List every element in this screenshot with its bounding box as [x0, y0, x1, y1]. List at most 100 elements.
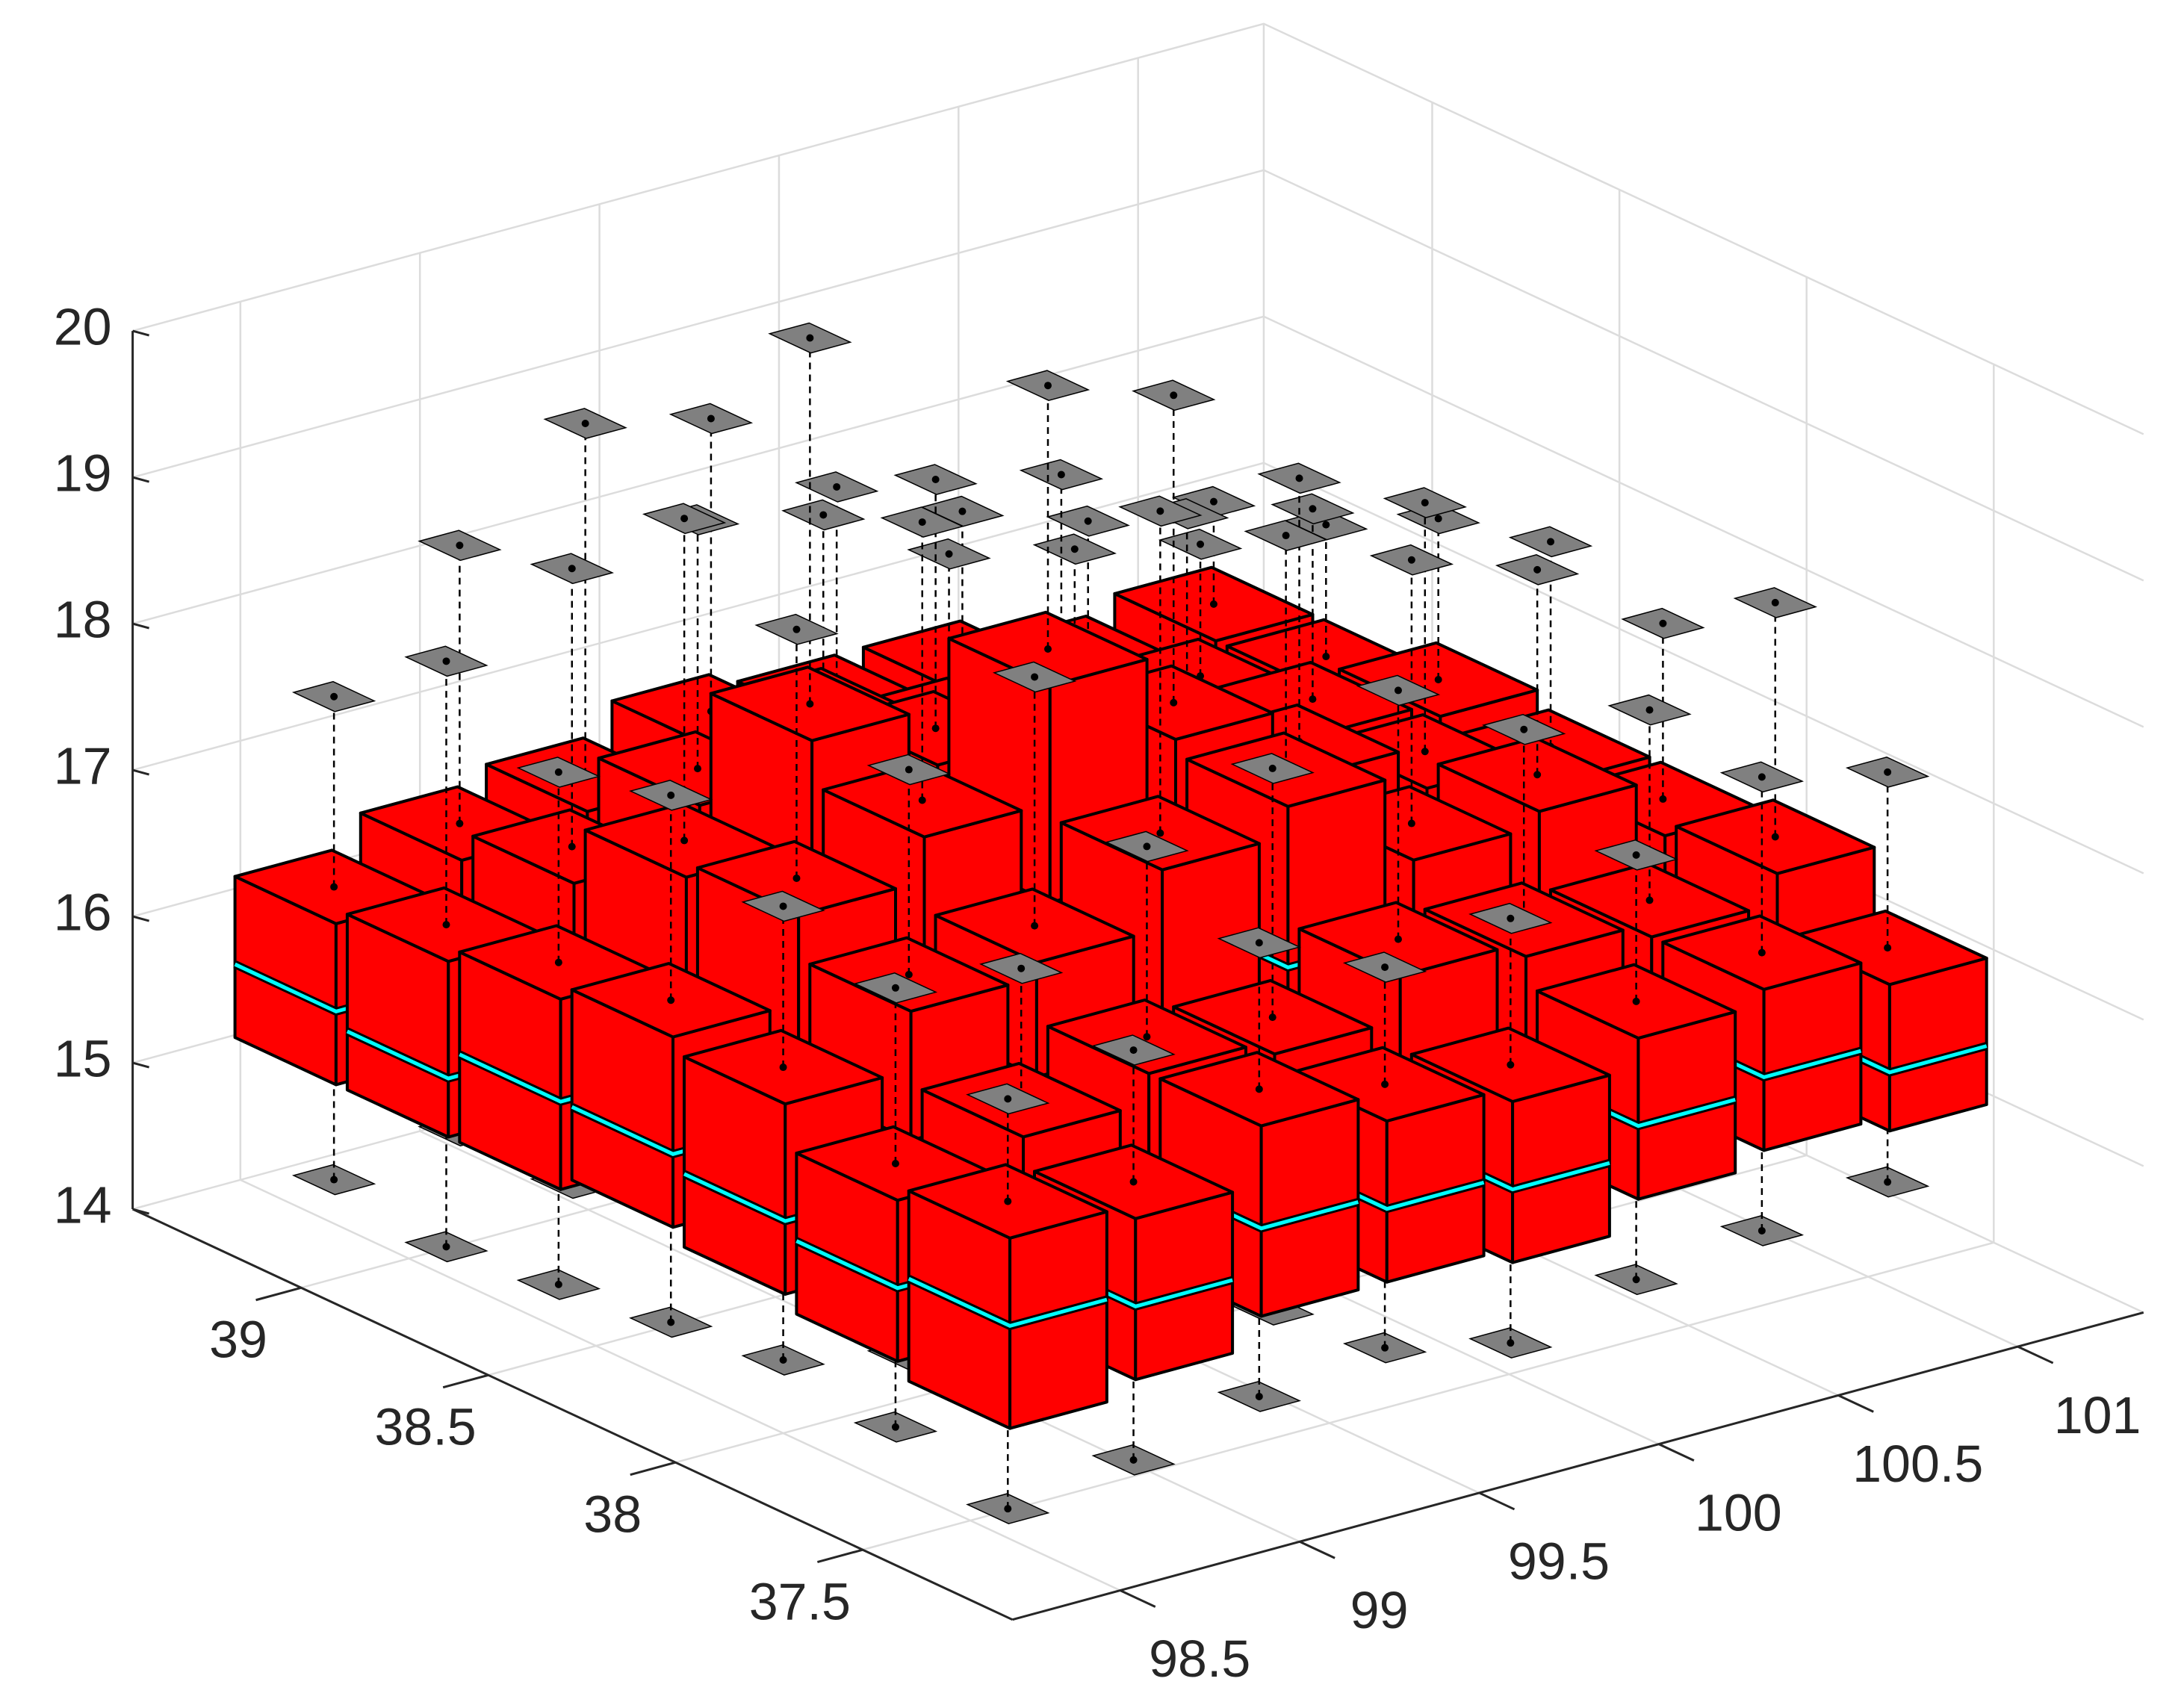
z-tick-label: 19: [54, 444, 112, 503]
whisker-end-dot: [1070, 545, 1079, 553]
whisker-end-dot: [806, 334, 814, 342]
x-tick-label: 100.5: [1852, 1435, 1983, 1493]
whisker-end-dot: [1197, 540, 1205, 548]
x-tick: [1658, 1443, 1695, 1462]
x-tick-label: 99: [1350, 1581, 1409, 1639]
box-group: [907, 1083, 1108, 1524]
x-axis: [1012, 1311, 2144, 1621]
z-tick-label: 14: [54, 1176, 112, 1235]
x-tick-label: 99.5: [1508, 1532, 1610, 1591]
y-tick: [816, 1548, 863, 1564]
whisker-end-dot: [1004, 1095, 1012, 1103]
z-tick-label: 20: [54, 298, 112, 356]
boxes: [233, 322, 1988, 1524]
whisker-end-dot: [1322, 521, 1330, 529]
box: [907, 1163, 1108, 1430]
whisker-end-dot: [1084, 517, 1092, 525]
whisker-end-dot: [1268, 764, 1276, 772]
y-axis: [131, 1208, 1014, 1621]
z-tick: [132, 476, 150, 483]
whisker-end-dot: [931, 476, 940, 484]
whisker-end-dot: [1017, 964, 1026, 972]
whisker-end-dot: [707, 414, 715, 423]
z-tick-label: 15: [54, 1030, 112, 1088]
whisker-end-dot: [792, 625, 801, 633]
whisker-end-dot: [1884, 768, 1892, 776]
whisker-end-dot: [1533, 565, 1542, 574]
whisker-end-dot: [581, 419, 589, 427]
median-fill: [908, 1276, 1108, 1329]
whisker-end-dot: [1632, 851, 1640, 859]
x-tick-label: 98.5: [1149, 1630, 1250, 1688]
whisker-end-dot: [1156, 507, 1164, 515]
whisker-end-dot: [905, 766, 913, 774]
whisker-end-dot: [891, 984, 899, 992]
whisker-end-dot: [819, 511, 828, 519]
whisker-end-dot: [1309, 505, 1317, 513]
z-tick-label: 17: [54, 737, 112, 795]
z-tick: [132, 1208, 150, 1215]
whisker-end-dot: [456, 541, 464, 550]
y-tick-label: 39: [209, 1311, 267, 1369]
whisker-end-dot: [330, 692, 338, 701]
box-group: [1158, 927, 1360, 1412]
whisker-end-dot: [1282, 532, 1290, 540]
whisker-end-dot: [1129, 1046, 1138, 1055]
z-tick: [132, 622, 150, 630]
whisker-end-dot: [945, 550, 953, 558]
y-tick-label: 37.5: [749, 1572, 851, 1630]
z-tick-label: 16: [54, 883, 112, 942]
whisker-end-dot: [1031, 673, 1039, 681]
whisker-end-dot: [1645, 706, 1654, 714]
whisker-end-dot: [833, 482, 841, 491]
whisker-end-dot: [1394, 686, 1402, 695]
whisker-end-dot: [1381, 963, 1389, 972]
whisker-end-dot: [1507, 914, 1515, 922]
whisker-end-dot: [442, 657, 450, 665]
y-tick: [442, 1373, 489, 1389]
whisker-end-dot: [1547, 538, 1555, 546]
whisker-end-dot: [918, 518, 926, 527]
whisker-end-dot: [680, 515, 689, 523]
whisker-end-dot: [1209, 497, 1217, 506]
z-tick: [132, 768, 150, 776]
y-tick: [630, 1461, 676, 1476]
grid-line: [862, 1241, 1994, 1551]
whisker-end-dot: [958, 507, 967, 515]
whisker-end-dot: [1143, 842, 1151, 851]
whisker-end-dot: [779, 902, 787, 910]
z-tick: [132, 1061, 150, 1069]
box-face: [1887, 957, 1988, 1133]
whisker-end-dot: [1421, 499, 1429, 507]
y-tick-label: 38.5: [374, 1398, 476, 1456]
x-tick: [1120, 1589, 1156, 1608]
x-tick: [1478, 1491, 1516, 1511]
whisker-end-dot: [1057, 471, 1065, 479]
whisker-end-dot: [1170, 391, 1178, 400]
whisker-end-dot: [554, 768, 562, 776]
whisker-end-dot: [1043, 382, 1052, 390]
whisker-end-dot: [667, 791, 675, 799]
whisker-end-dot: [1255, 939, 1263, 947]
x-tick-label: 100: [1695, 1483, 1782, 1541]
axes: 14 15 16 17 18 19 20 37.5 38 38.5 39 98.5 99 99.5 100 1…: [54, 298, 2144, 1688]
x-tick-label: 101: [2054, 1386, 2141, 1444]
whisker-end-dot: [1407, 556, 1415, 564]
x-tick: [1837, 1394, 1874, 1413]
z-tick: [132, 329, 150, 337]
whisker-end-dot: [568, 565, 576, 573]
whisker-end-dot: [1659, 619, 1667, 627]
whisker-end-dot: [1771, 598, 1779, 606]
x-tick: [2017, 1345, 2054, 1364]
grid-line: [240, 1178, 1121, 1591]
x-tick: [1299, 1540, 1335, 1559]
whisker-end-dot: [1295, 474, 1303, 482]
y-tick: [255, 1286, 302, 1302]
whisker-end-dot: [1434, 515, 1442, 523]
whisker-end-dot: [1758, 773, 1766, 781]
z-tick-label: 18: [54, 591, 112, 649]
y-tick-label: 38: [583, 1485, 642, 1543]
whisker-end-dot: [1520, 725, 1528, 733]
z-tick: [132, 915, 150, 922]
